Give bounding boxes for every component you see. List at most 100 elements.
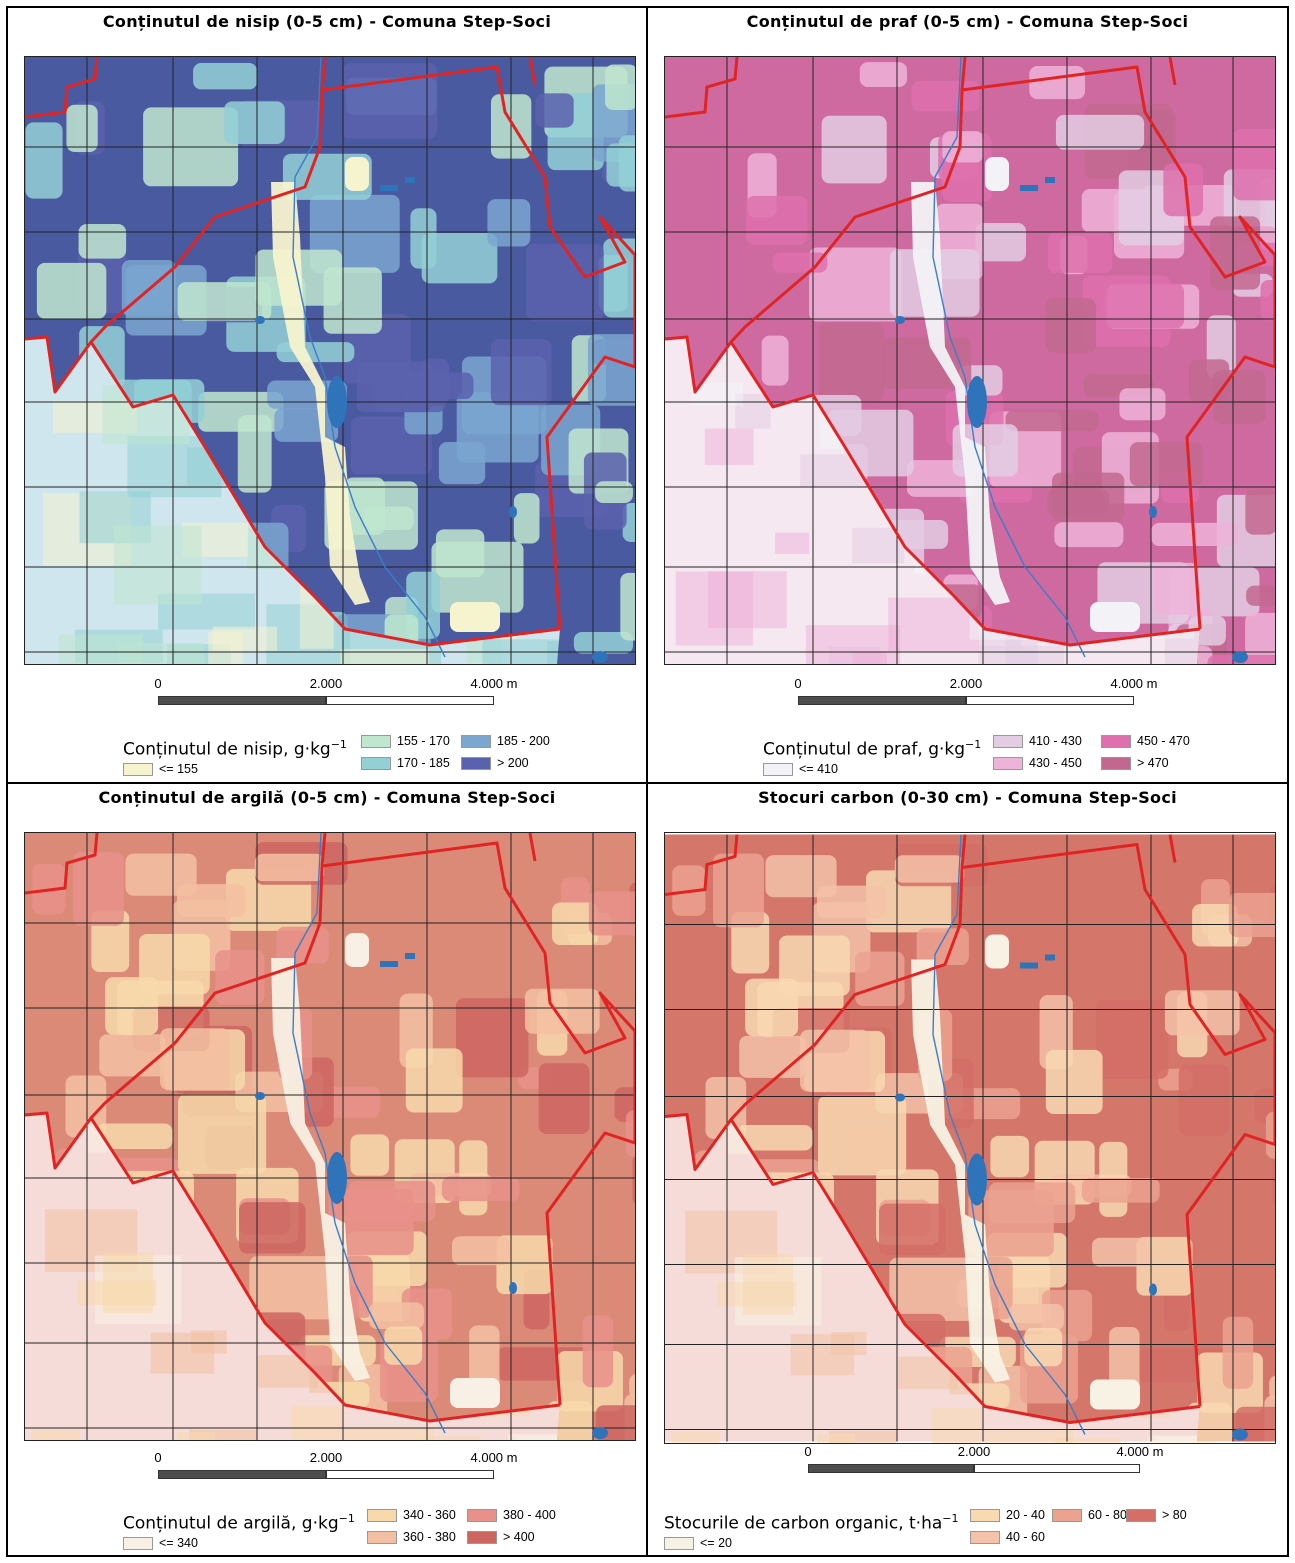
legend-swatch (461, 756, 491, 770)
legend-swatch (993, 734, 1023, 748)
legend: Stocurile de carbon organic, t·ha−1 <= 2… (664, 1506, 1284, 1555)
soil-patch (451, 1236, 511, 1266)
commune-boundary (528, 833, 537, 862)
legend-item: 60 - 80 (1052, 1508, 1127, 1522)
outside-patch (342, 1428, 434, 1440)
soil-patch (746, 195, 808, 245)
river (932, 57, 1086, 658)
soil-patch (1095, 999, 1169, 1079)
soil-patch (818, 1095, 907, 1176)
outside-patch (831, 1332, 867, 1355)
soil-patch (1051, 472, 1125, 522)
soil-patch (588, 891, 635, 936)
pond (895, 316, 905, 324)
outside-patch (291, 1406, 342, 1440)
legend-item: > 470 (1101, 756, 1169, 770)
map-frame[interactable] (24, 832, 636, 1441)
outside-patch (1054, 1437, 1121, 1443)
soil-patch (818, 322, 885, 401)
soil-patch (739, 1035, 806, 1078)
legend-swatch (970, 1530, 1000, 1544)
soil-patch (1005, 410, 1099, 432)
map-clay[interactable] (25, 833, 635, 1440)
legend-item: 185 - 200 (461, 734, 550, 748)
soil-patch (1235, 1406, 1275, 1442)
scale-label-0: 0 (154, 1450, 162, 1465)
soil-patch (622, 502, 635, 542)
pond (380, 961, 398, 967)
legend-swatch (367, 1530, 397, 1544)
legend-item: 170 - 185 (361, 756, 450, 770)
soil-patch (582, 1315, 614, 1388)
commune-boundary (665, 834, 739, 896)
soil-patch (96, 1123, 173, 1150)
soil-patch (1008, 1303, 1064, 1331)
soil-patch (1212, 370, 1266, 425)
soil-patch (215, 950, 265, 1005)
pond (405, 953, 415, 959)
map-frame[interactable] (664, 832, 1276, 1444)
legend-title: Conținutul de argilă, g·kg−1 (123, 1512, 355, 1534)
map-sand[interactable] (25, 57, 635, 664)
soil-patch (78, 224, 127, 259)
soil-patch (1055, 114, 1145, 150)
map-title: Conținutul de praf (0-5 cm) - Comuna Ste… (746, 12, 1189, 31)
valley-strip (271, 182, 370, 605)
scale-bar-light (966, 696, 1134, 705)
map-silt[interactable] (665, 57, 1275, 664)
outside-patch (978, 645, 1065, 664)
soil-patch (1045, 1049, 1103, 1114)
patch-low (985, 934, 1009, 969)
outside-patch (176, 1431, 215, 1440)
scale-label-4000: 4.000 m (1110, 676, 1158, 691)
outside-patch (982, 1429, 1074, 1443)
legend-item: 20 - 40 (970, 1508, 1045, 1522)
soil-patch (526, 243, 604, 321)
soil-patch (889, 1257, 983, 1321)
lake (327, 376, 347, 428)
legend-swatch (664, 1536, 694, 1550)
outside-patch (704, 428, 754, 465)
panel-sand: Conținutul de nisip (0-5 cm) - Comuna St… (6, 6, 648, 784)
outside-patch (103, 1252, 153, 1314)
river (932, 834, 1086, 1435)
soil-patch (455, 998, 529, 1078)
pond (509, 506, 517, 518)
soil-patch (1136, 1236, 1193, 1296)
pond (1045, 177, 1055, 183)
soil-patch (618, 135, 635, 192)
panel-carbon: Stocuri carbon (0-30 cm) - Comuna Step-S… (646, 782, 1289, 1557)
commune-boundary (665, 57, 739, 119)
map-frame[interactable] (24, 56, 636, 665)
legend-swatch (367, 1508, 397, 1522)
soil-patch (36, 262, 107, 319)
map-carbon[interactable] (665, 833, 1275, 1443)
legend-swatch (1101, 734, 1131, 748)
legend-item: > 200 (461, 756, 529, 770)
soil-patch (605, 64, 635, 111)
outside-patch (340, 649, 429, 664)
scale-bar-dark (158, 696, 326, 705)
soil-patch (1178, 1064, 1230, 1136)
patch-low (450, 1378, 500, 1408)
scale-label-2000: 2.000 (949, 676, 983, 691)
patch-low (450, 602, 500, 632)
pond (1232, 1428, 1248, 1441)
soil-patch (368, 1302, 424, 1329)
legend-swatch (123, 762, 153, 776)
soil-patch (975, 223, 1027, 262)
soil-patch (911, 81, 980, 112)
commune-boundary (528, 57, 537, 86)
pond (895, 1093, 905, 1102)
soil-patch (138, 933, 210, 995)
commune-boundary (25, 57, 99, 119)
scale-label-2000: 2.000 (309, 1450, 343, 1465)
scale-bar: 0 2.000 4.000 m (154, 676, 517, 708)
legend-swatch (461, 734, 491, 748)
panel-clay: Conținutul de argilă (0-5 cm) - Comuna S… (6, 782, 648, 1557)
lake (327, 1152, 347, 1204)
map-frame[interactable] (664, 56, 1276, 665)
soil-patch (237, 415, 272, 493)
outside-patch (58, 634, 143, 664)
soil-patch (487, 199, 531, 247)
